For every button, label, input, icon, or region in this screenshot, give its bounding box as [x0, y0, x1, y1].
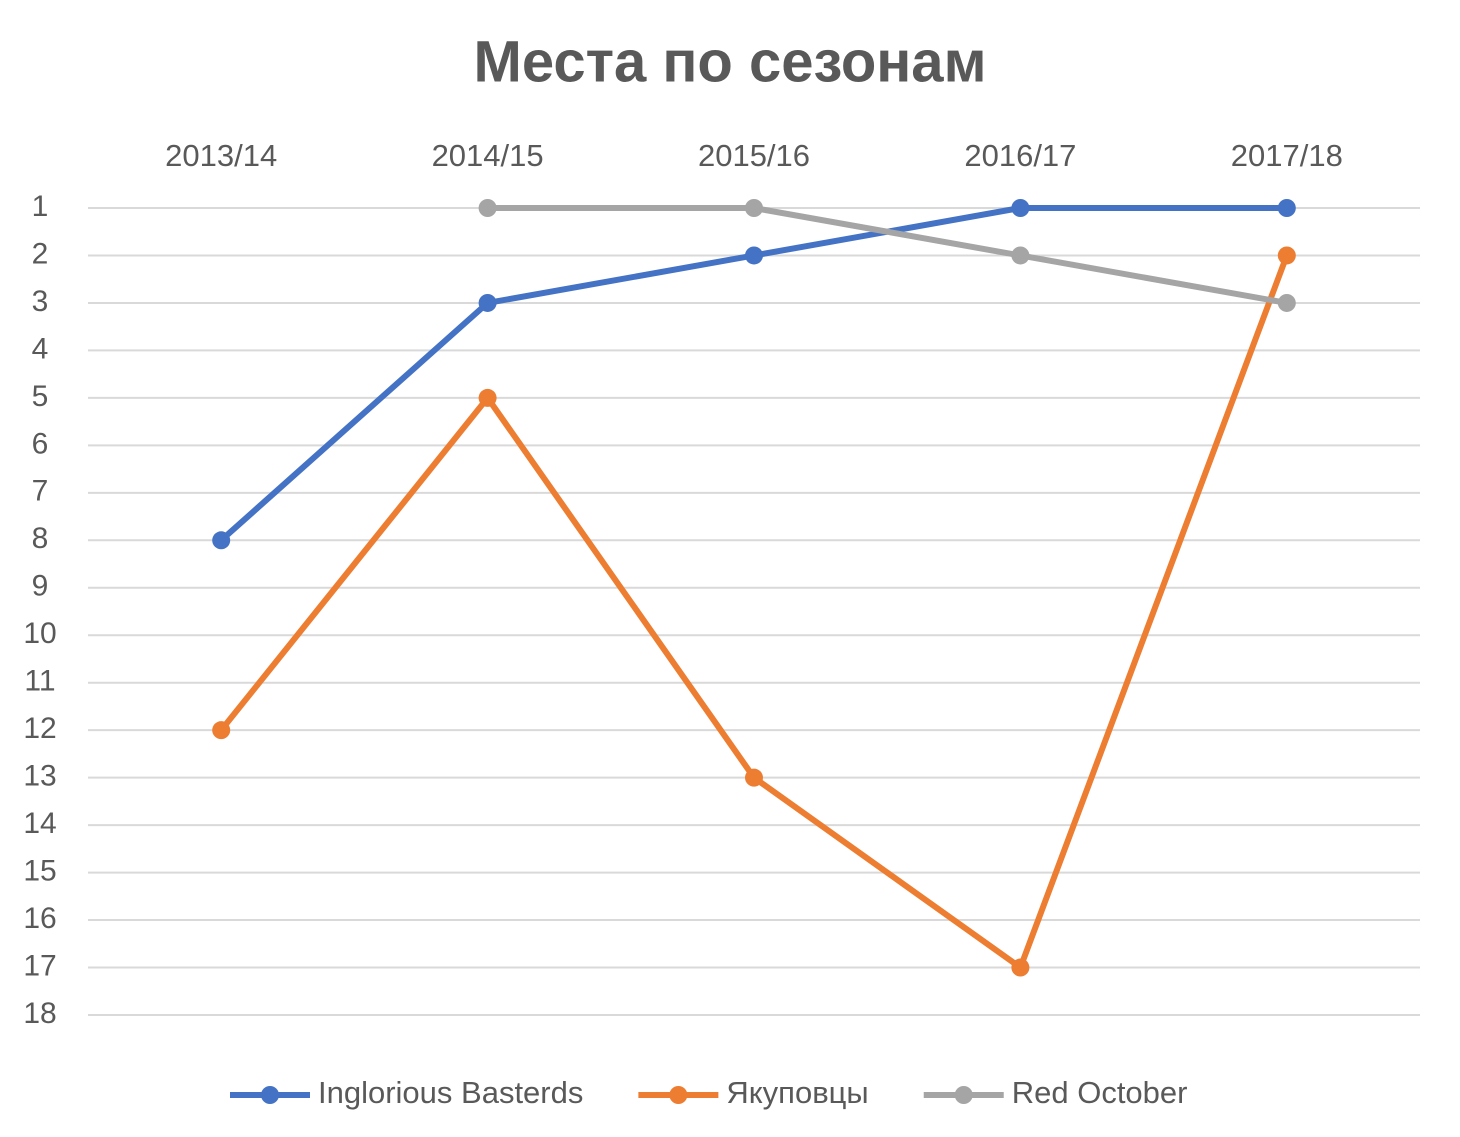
y-tick-label: 17 [23, 949, 56, 982]
y-tick-label: 4 [32, 332, 49, 365]
y-tick-label: 2 [32, 237, 49, 270]
x-tick-label: 2015/16 [698, 138, 810, 173]
point [1277, 293, 1296, 312]
legend-marker [954, 1086, 973, 1104]
point [478, 199, 497, 217]
legend-label: Якуповцы [726, 1075, 868, 1110]
y-tick-label: 18 [23, 997, 56, 1030]
legend-marker [261, 1086, 279, 1104]
chart-title: Места по сезонам [474, 29, 987, 94]
x-tick-label: 2013/14 [165, 138, 277, 173]
legend-marker [669, 1086, 688, 1104]
y-tick-label: 13 [23, 760, 56, 793]
y-tick-label: 14 [23, 807, 56, 840]
legend-label: Red October [1012, 1075, 1188, 1110]
point [212, 721, 231, 740]
y-tick-label: 11 [24, 665, 55, 698]
y-tick-label: 16 [23, 902, 56, 935]
y-tick-label: 3 [32, 285, 49, 318]
point [1277, 246, 1296, 265]
y-tick-label: 8 [32, 522, 49, 555]
x-tick-label: 2017/18 [1231, 138, 1343, 173]
y-tick-label: 12 [23, 712, 56, 745]
point [1011, 246, 1030, 265]
point [745, 768, 763, 787]
point [212, 531, 231, 550]
y-tick-label: 9 [32, 570, 49, 603]
y-tick-label: 1 [32, 190, 49, 223]
point [1277, 199, 1296, 217]
point [1011, 958, 1030, 977]
legend-label: Inglorious Basterds [318, 1075, 583, 1110]
y-tick-label: 15 [23, 855, 56, 888]
y-tick-label: 10 [23, 617, 56, 650]
y-tick-label: 5 [32, 380, 49, 413]
point [745, 246, 763, 265]
series-line [487, 205, 1288, 306]
point [1011, 199, 1030, 217]
x-tick-label: 2014/15 [432, 138, 544, 173]
y-tick-label: 7 [32, 475, 49, 508]
x-tick-label: 2016/17 [964, 138, 1076, 173]
point [478, 388, 497, 407]
y-tick-label: 6 [32, 427, 49, 460]
point [745, 199, 763, 217]
point [478, 293, 497, 312]
